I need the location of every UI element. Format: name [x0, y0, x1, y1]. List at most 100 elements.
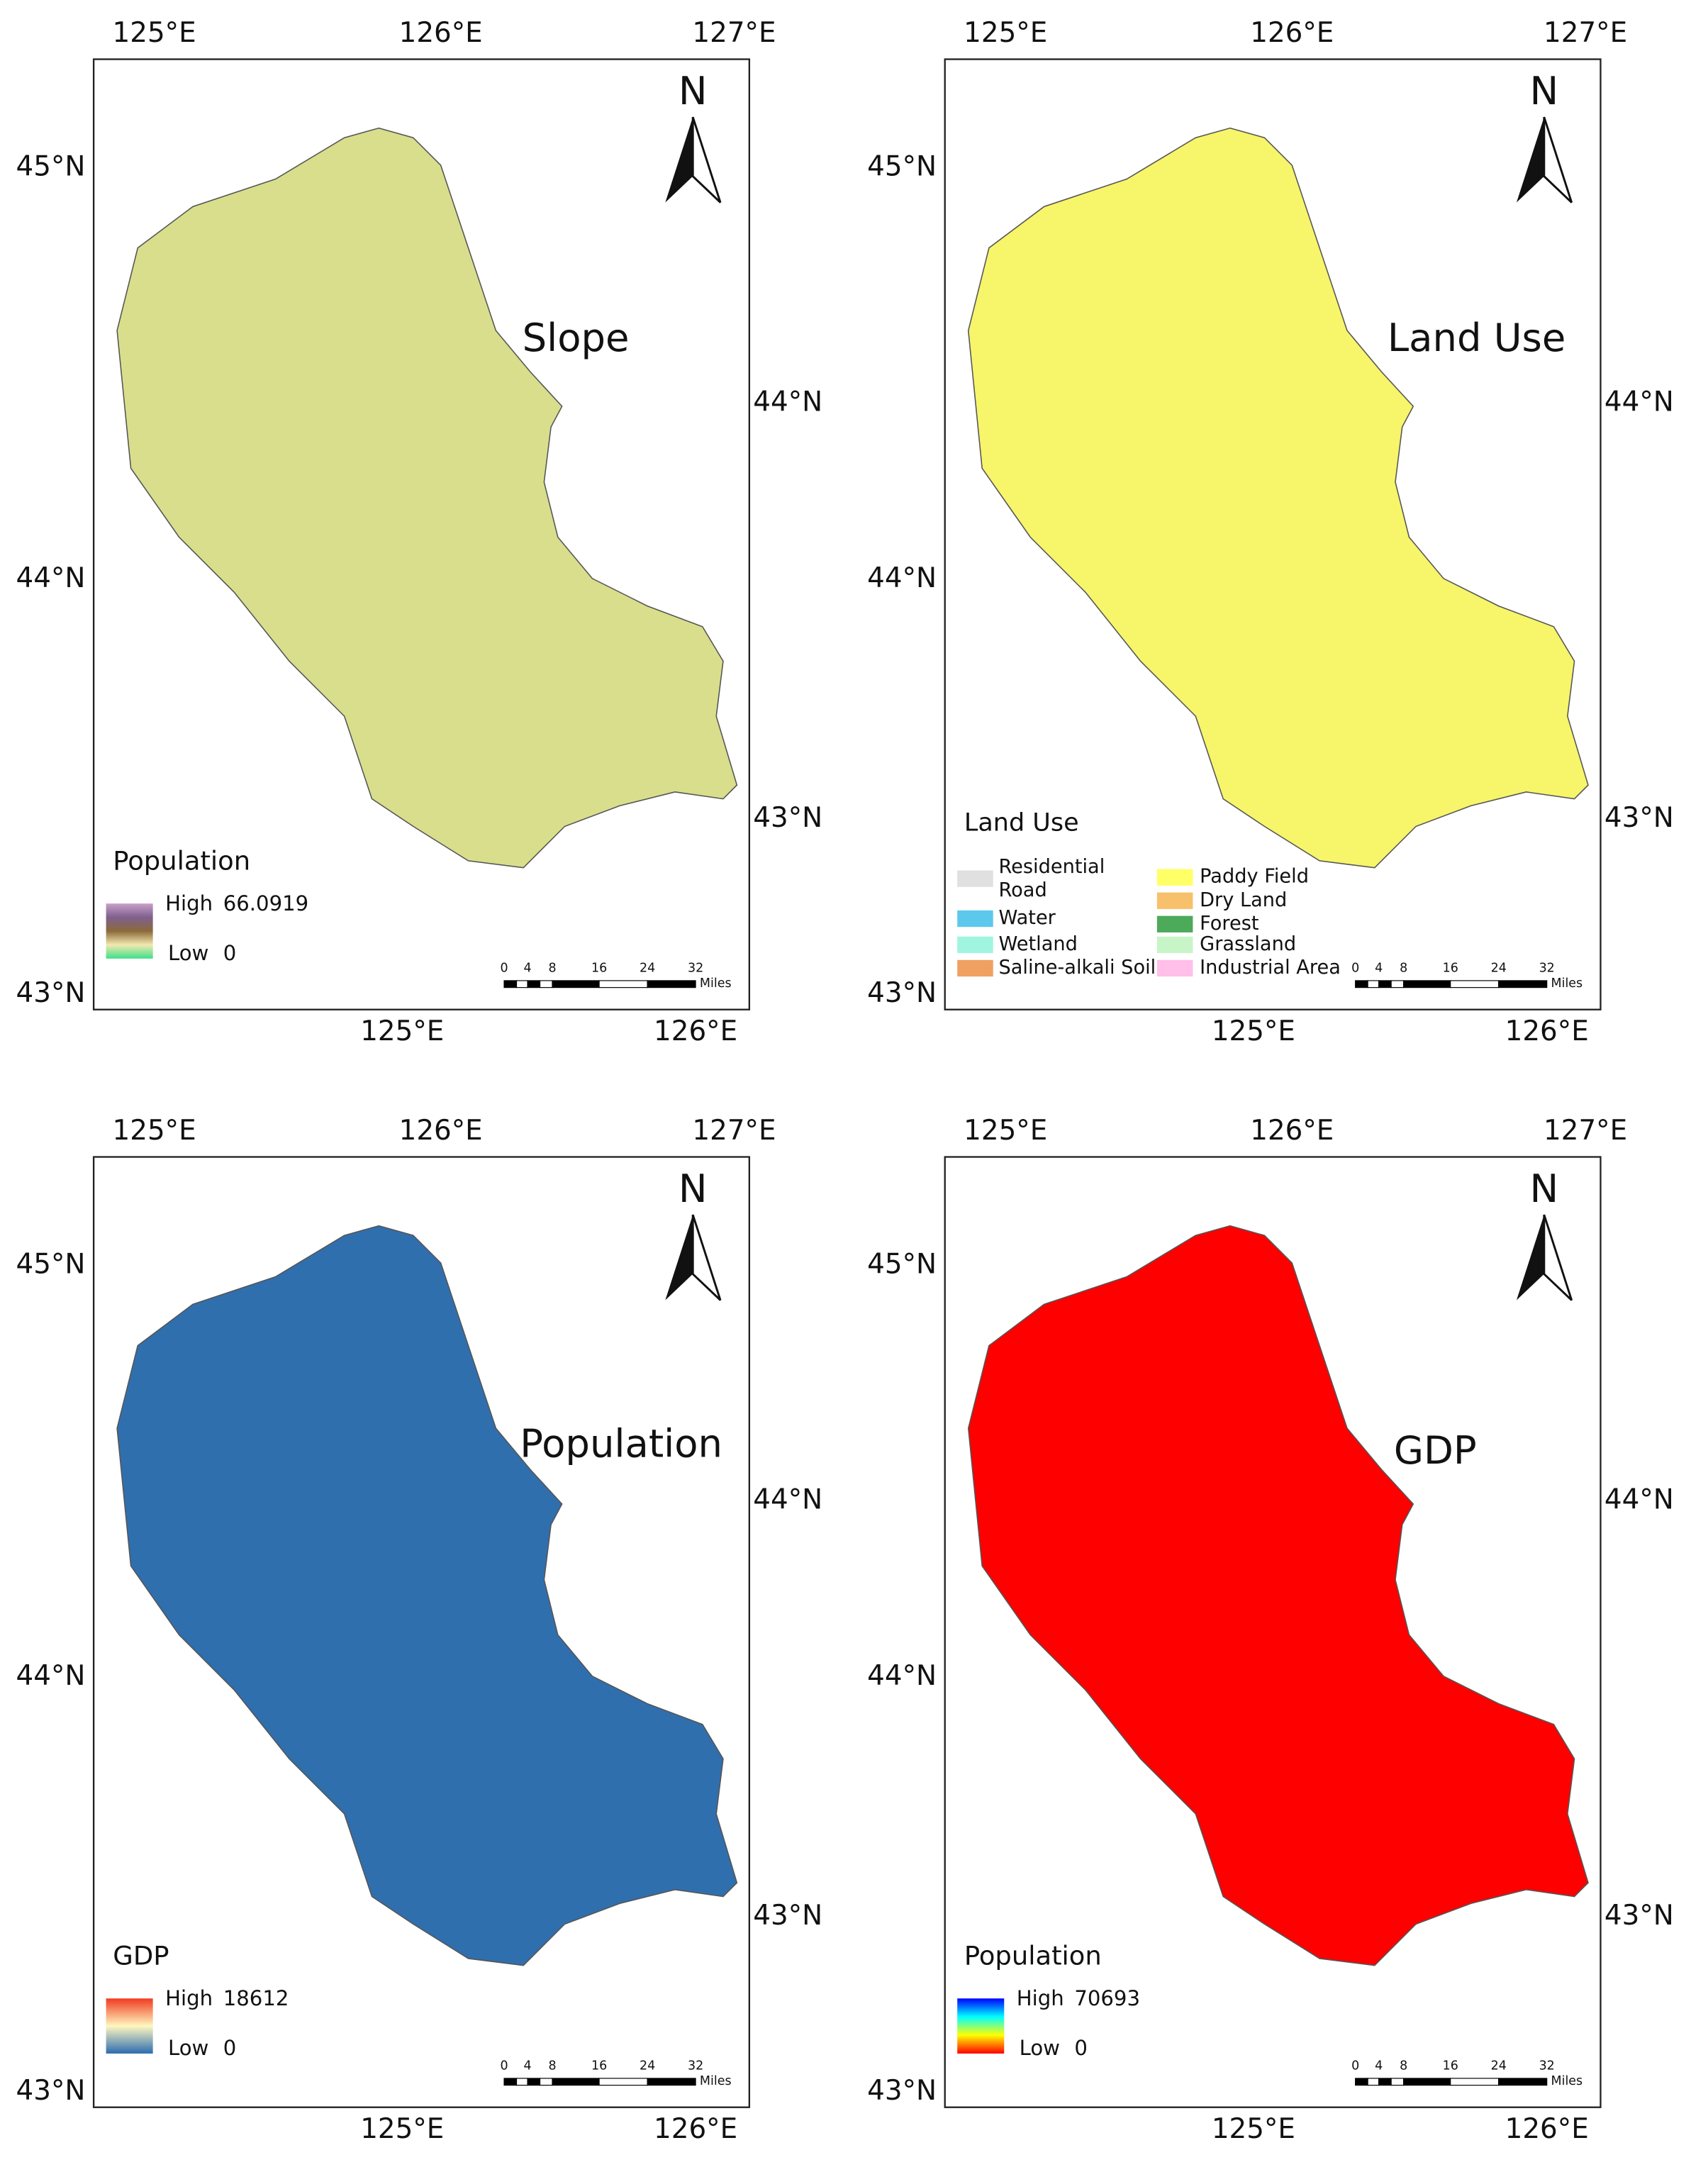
- scale-segment: [515, 980, 528, 988]
- north-arrow: [1516, 1215, 1544, 1301]
- legend-label: High: [1017, 1986, 1064, 2010]
- lat-label: 43°N: [753, 802, 822, 834]
- scale-label: 24: [640, 961, 655, 975]
- lat-label: 44°N: [867, 1660, 937, 1692]
- region: [967, 127, 1589, 869]
- map-panel: 125°E 126°E 127°E 125°E 126°E 45°N 44°N 43°N 44°…: [16, 1115, 823, 2145]
- legend-label: Paddy Field: [1200, 866, 1309, 888]
- legend-label: Forest: [1200, 913, 1259, 935]
- lat-label: 44°N: [753, 386, 822, 418]
- legend-swatch: [957, 936, 993, 954]
- scale-segment: [1450, 2078, 1500, 2086]
- lat-label: 45°N: [867, 150, 937, 182]
- scale-segment: [647, 2078, 696, 2086]
- legend-value: 66.0919: [223, 891, 308, 915]
- scale-label: 24: [1491, 961, 1507, 975]
- lon-label: 126°E: [399, 1115, 483, 1147]
- lon-label: 126°E: [1250, 1115, 1334, 1147]
- lat-label: 44°N: [16, 562, 86, 594]
- legend-title: Land Use: [964, 808, 1079, 837]
- scale-segment: [552, 2078, 600, 2086]
- scale-label: 0: [500, 961, 508, 975]
- lat-label: 43°N: [867, 977, 937, 1009]
- lat-label: 43°N: [1604, 802, 1674, 834]
- scale-segment: [1403, 980, 1451, 988]
- lon-label: 125°E: [1212, 1015, 1295, 1047]
- lon-label: 126°E: [654, 1015, 737, 1047]
- north-arrow: [1543, 116, 1573, 204]
- scale-segment: [1378, 2078, 1392, 2086]
- legend-swatch: [1156, 892, 1193, 909]
- scale-segment: [1378, 980, 1392, 988]
- legend-swatch: [957, 959, 993, 977]
- map-title: GDP: [1394, 1428, 1477, 1473]
- scale-segment: [1498, 980, 1548, 988]
- legend-label: Low: [168, 941, 208, 965]
- scale-segment: [515, 2078, 528, 2086]
- north-arrow: [665, 1215, 693, 1301]
- lon-label: 126°E: [1250, 17, 1334, 49]
- scale-label: 16: [1443, 2059, 1458, 2073]
- scale-label: 32: [688, 2059, 703, 2073]
- scale-label: 0: [1351, 961, 1359, 975]
- scale-label: 32: [1539, 2059, 1555, 2073]
- north-arrow: [691, 1214, 722, 1301]
- scale-label: 0: [500, 2059, 508, 2073]
- map-frame: [944, 58, 1602, 1010]
- scale-segment: [1355, 980, 1368, 988]
- region: [116, 1225, 738, 1966]
- lat-label: 44°N: [867, 562, 937, 594]
- scale-segment: [527, 980, 541, 988]
- legend-label: Residential: [998, 856, 1105, 878]
- legend-label: Water: [998, 907, 1056, 929]
- scale-segment: [539, 2078, 553, 2086]
- legend-swatch: [957, 870, 993, 887]
- lat-label: 45°N: [16, 150, 86, 182]
- scale-segment: [1355, 2078, 1368, 2086]
- lon-label: 125°E: [360, 1015, 444, 1047]
- lon-label: 127°E: [692, 1115, 776, 1147]
- scale-label: 16: [591, 961, 607, 975]
- scale-unit: Miles: [1551, 2074, 1583, 2088]
- scale-label: 24: [640, 2059, 655, 2073]
- scale-label: 32: [1539, 961, 1555, 975]
- scale-label: 16: [591, 2059, 607, 2073]
- north-arrow: [1543, 1214, 1573, 1301]
- scale-label: 4: [1375, 2059, 1383, 2073]
- lat-label: 43°N: [16, 2075, 86, 2107]
- scale-segment: [539, 980, 553, 988]
- lon-label: 125°E: [113, 17, 196, 49]
- lon-label: 125°E: [1212, 2113, 1295, 2145]
- scale-segment: [1390, 980, 1405, 988]
- lon-label: 126°E: [1505, 1015, 1589, 1047]
- lon-label: 127°E: [1544, 17, 1627, 49]
- lon-label: 126°E: [654, 2113, 737, 2145]
- lat-label: 44°N: [1604, 386, 1674, 418]
- lon-label: 125°E: [113, 1115, 196, 1147]
- lon-label: 125°E: [964, 1115, 1047, 1147]
- legend-label: Low: [1020, 2036, 1060, 2060]
- lon-label: 127°E: [692, 17, 776, 49]
- region: [967, 1225, 1589, 1966]
- legend-swatch: [1156, 869, 1193, 886]
- north-arrow: [691, 116, 722, 204]
- scale-label: 0: [1351, 2059, 1359, 2073]
- scale-label: 8: [548, 2059, 556, 2073]
- scale-segment: [1367, 980, 1380, 988]
- lat-label: 44°N: [753, 1484, 822, 1516]
- lon-label: 125°E: [360, 2113, 444, 2145]
- lat-label: 43°N: [1604, 1900, 1674, 1932]
- legend-label: Wetland: [998, 933, 1077, 955]
- scale-segment: [1450, 980, 1500, 988]
- scale-label: 24: [1491, 2059, 1507, 2073]
- region: [116, 127, 738, 869]
- scale-label: 8: [548, 961, 556, 975]
- legend-swatch: [1156, 959, 1193, 977]
- map-panel: 125°E 126°E 127°E 125°E 126°E 45°N 44°N 43°N 44°…: [867, 1115, 1674, 2145]
- scale-segment: [647, 980, 696, 988]
- north-arrow: [665, 117, 693, 203]
- north-arrow: [1516, 117, 1544, 203]
- north-label: N: [1529, 69, 1558, 113]
- scale-segment: [1403, 2078, 1451, 2086]
